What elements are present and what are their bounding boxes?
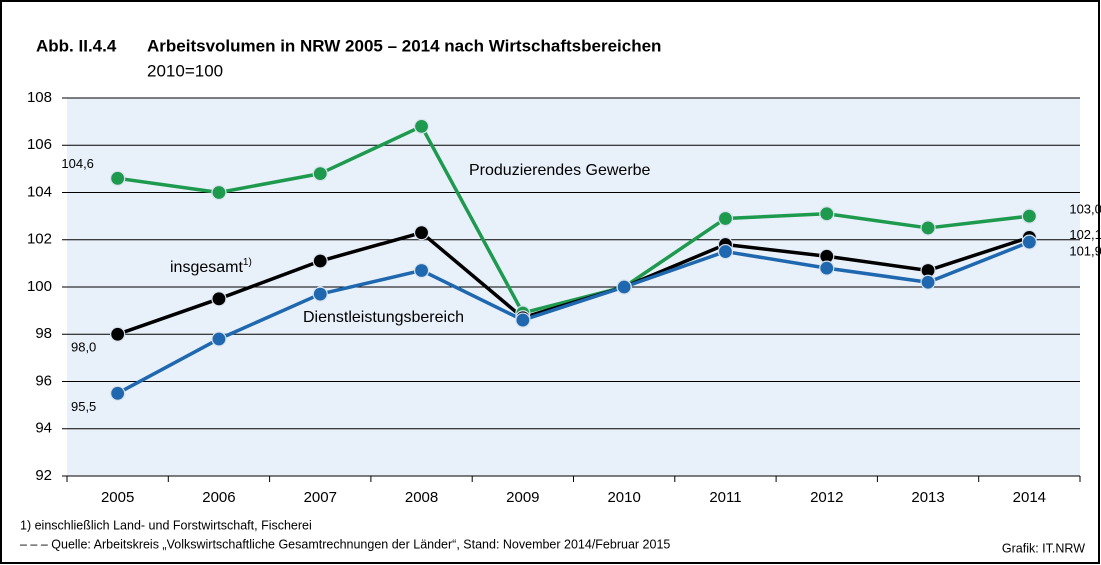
series-label: Produzierendes Gewerbe xyxy=(469,162,651,179)
chart-subtitle: 2010=100 xyxy=(147,61,223,80)
x-tick-label: 2008 xyxy=(405,489,438,506)
value-label: 95,5 xyxy=(71,399,96,414)
point xyxy=(413,225,430,241)
point xyxy=(211,331,227,347)
y-tick-label: 96 xyxy=(35,372,52,389)
chart-title: Arbeitsvolumen in NRW 2005 – 2014 nach W… xyxy=(147,36,661,55)
point xyxy=(819,260,835,276)
point xyxy=(312,286,328,302)
y-tick-label: 102 xyxy=(27,231,52,248)
point xyxy=(819,206,835,222)
x-tick-label: 2007 xyxy=(304,489,337,506)
x-tick-label: 2012 xyxy=(810,489,843,506)
series-note: 1) xyxy=(243,257,252,268)
series-name: insgesamt xyxy=(170,259,243,276)
point xyxy=(312,253,328,269)
series-line xyxy=(117,124,1030,315)
x-tick-label: 2006 xyxy=(202,489,235,506)
value-label: 98,0 xyxy=(71,340,96,355)
series-label: Dienstleistungsbereich xyxy=(303,309,464,326)
source: – – – Quelle: Arbeitskreis „Volkswirtsch… xyxy=(20,537,670,551)
x-tick-label: 2005 xyxy=(101,489,134,506)
figure-number: Abb. II.4.4 xyxy=(36,36,117,55)
y-tick-label: 100 xyxy=(27,278,52,295)
x-tick-label: 2014 xyxy=(1013,489,1046,506)
point xyxy=(413,118,430,134)
footnote: 1) einschließlich Land- und Forstwirtsch… xyxy=(20,518,312,532)
series-line xyxy=(116,240,1030,395)
point xyxy=(312,166,328,182)
value-label: 103,0 xyxy=(1069,202,1101,217)
x-tick-label: 2013 xyxy=(911,489,944,506)
y-tick-label: 94 xyxy=(35,420,52,437)
y-tick-label: 92 xyxy=(35,467,52,484)
point xyxy=(211,184,227,201)
x-tick-label: 2009 xyxy=(506,489,539,506)
point xyxy=(717,210,734,227)
point xyxy=(110,385,126,401)
series-name: Produzierendes Gewerbe xyxy=(469,162,651,179)
y-tick-label: 108 xyxy=(27,89,52,106)
value-label: 104,6 xyxy=(61,156,94,171)
point xyxy=(413,262,430,279)
point xyxy=(110,170,126,186)
value-label: 101,9 xyxy=(1069,244,1101,259)
value-label: 102,1 xyxy=(1069,227,1101,242)
y-tick-label: 98 xyxy=(35,325,52,342)
point xyxy=(1021,234,1037,250)
point xyxy=(616,279,632,295)
point xyxy=(515,312,531,328)
point xyxy=(110,326,126,342)
y-tick-label: 106 xyxy=(27,136,52,153)
point xyxy=(920,220,936,236)
series-label: insgesamt1) xyxy=(170,257,252,277)
y-tick-label: 104 xyxy=(27,183,52,200)
point xyxy=(211,291,227,307)
credit: Grafik: IT.NRW xyxy=(1002,541,1085,555)
point xyxy=(717,243,734,260)
x-tick-label: 2010 xyxy=(607,489,640,506)
x-tick-label: 2011 xyxy=(709,489,741,506)
point xyxy=(1021,208,1037,224)
point xyxy=(920,274,936,290)
series-name: Dienstleistungsbereich xyxy=(303,309,464,326)
